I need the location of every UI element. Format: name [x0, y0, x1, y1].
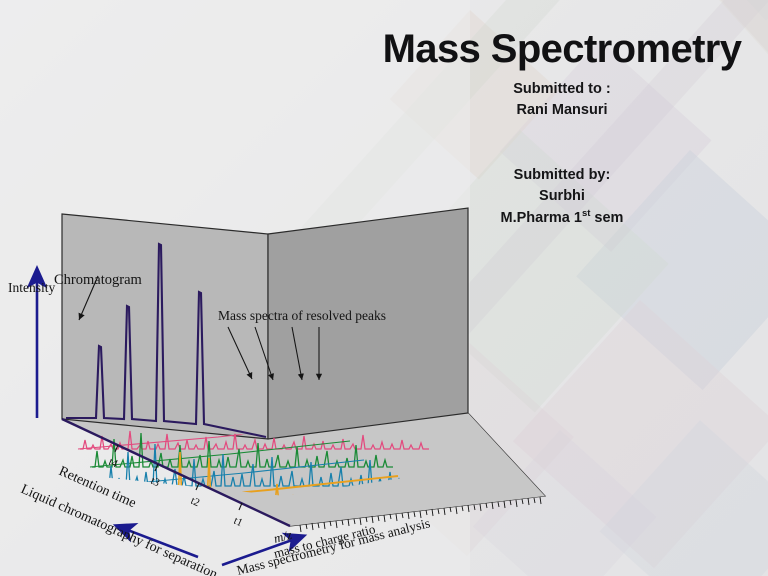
retention-tick-t2: t2 — [189, 495, 202, 509]
chromatogram-label: Chromatogram — [54, 272, 143, 288]
chromatogram-trace — [66, 242, 267, 439]
chromatogram-leader — [78, 275, 99, 321]
submitted-by-course: M.Pharma 1st sem — [362, 207, 762, 229]
lc-direction-arrow — [112, 523, 199, 559]
right-wall — [267, 207, 469, 440]
mass-spectra-label: Mass spectra of resolved peaks — [218, 308, 386, 323]
back-wall — [61, 213, 269, 440]
submitted-by-group: Submitted by: Surbhi M.Pharma 1st sem — [362, 165, 762, 229]
ms-caption: Mass spectrometry for mass analysis — [235, 515, 431, 576]
retention-tick-t1: t1 — [232, 515, 245, 529]
submitted-to-group: Submitted to : Rani Mansuri — [362, 79, 762, 121]
chromatogram-baseline — [61, 417, 291, 528]
intensity-axis-label: Intensity — [8, 280, 55, 295]
retention-tick-t3: t3 — [149, 475, 162, 490]
title-block: Mass Spectrometry Submitted to : Rani Ma… — [362, 28, 762, 229]
mz-label: m/z — [272, 527, 293, 546]
mz-axis-ticks — [299, 496, 542, 533]
course-ordinal-suffix: st — [581, 208, 591, 220]
submitted-to-label: Submitted to : — [513, 81, 611, 97]
course-text: M.Pharma 1 — [500, 209, 582, 226]
floor-plane-front — [62, 413, 545, 526]
submitted-to-name: Rani Mansuri — [516, 102, 608, 119]
ms-direction-arrow — [221, 532, 308, 567]
retention-tick-t4: t4 — [107, 456, 120, 471]
page-title: Mass Spectrometry — [382, 27, 742, 71]
submitted-by-label: Submitted by: — [513, 167, 611, 184]
retention-time-ticks — [114, 444, 243, 511]
lcms-3d-figure: Intensity Chromatogram Mass spectra of r… — [0, 196, 560, 576]
course-tail: sem — [590, 209, 624, 226]
mass-spectra-leaders — [227, 326, 323, 381]
submitted-by-name: Surbhi — [539, 188, 585, 205]
